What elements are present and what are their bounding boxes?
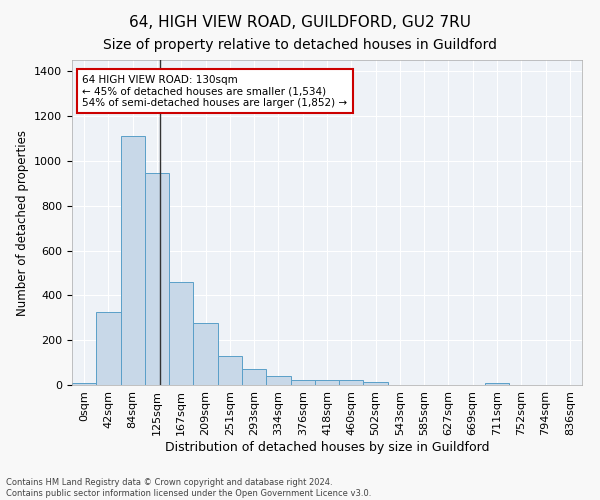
Bar (290, 380, 315, 385)
X-axis label: Distribution of detached houses by size in Guildford: Distribution of detached houses by size … (165, 440, 489, 454)
Bar (339, 380, 364, 385)
Bar (96, 312, 121, 385)
Bar (242, 370, 266, 385)
Y-axis label: Number of detached properties: Number of detached properties (16, 130, 29, 316)
Text: 64 HIGH VIEW ROAD: 130sqm
← 45% of detached houses are smaller (1,534)
54% of se: 64 HIGH VIEW ROAD: 130sqm ← 45% of detac… (82, 74, 347, 108)
Bar (121, 136, 145, 385)
Text: Contains HM Land Registry data © Crown copyright and database right 2024.
Contai: Contains HM Land Registry data © Crown c… (6, 478, 371, 498)
Bar (145, 173, 169, 385)
Bar (266, 376, 290, 385)
Bar (193, 324, 218, 385)
Bar (364, 382, 388, 385)
Bar (169, 282, 193, 385)
Text: 64, HIGH VIEW ROAD, GUILDFORD, GU2 7RU: 64, HIGH VIEW ROAD, GUILDFORD, GU2 7RU (129, 15, 471, 30)
Text: Size of property relative to detached houses in Guildford: Size of property relative to detached ho… (103, 38, 497, 52)
Bar (218, 356, 242, 385)
Bar (485, 383, 509, 385)
Bar (315, 380, 339, 385)
Bar (72, 383, 96, 385)
